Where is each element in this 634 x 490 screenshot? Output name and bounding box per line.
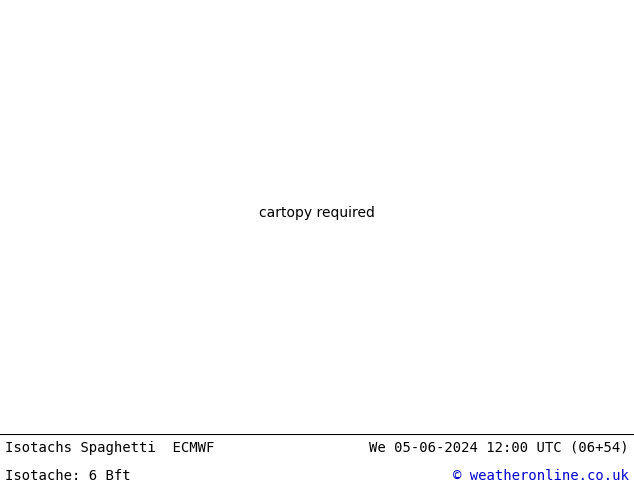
Text: cartopy required: cartopy required [259,206,375,220]
Text: Isotachs Spaghetti  ECMWF: Isotachs Spaghetti ECMWF [5,441,214,455]
Text: Isotache: 6 Bft: Isotache: 6 Bft [5,469,131,483]
Text: © weatheronline.co.uk: © weatheronline.co.uk [453,469,629,483]
Text: We 05-06-2024 12:00 UTC (06+54): We 05-06-2024 12:00 UTC (06+54) [369,441,629,455]
